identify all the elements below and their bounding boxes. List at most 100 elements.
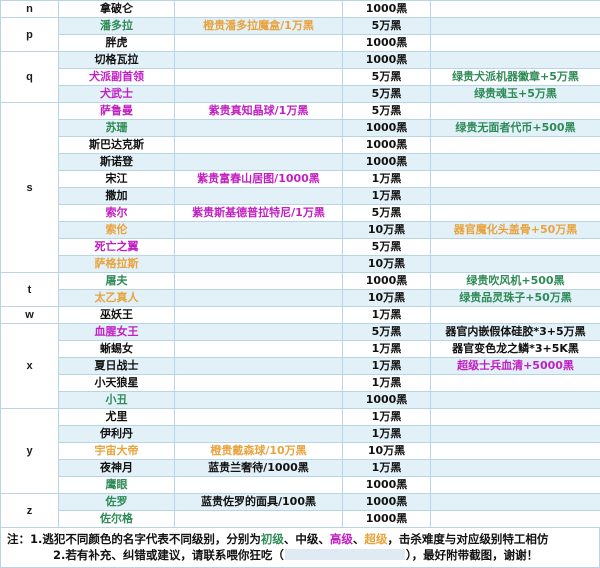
extra-reward-cell — [431, 443, 600, 460]
extra-reward-cell — [431, 188, 600, 205]
extra-reward-cell — [431, 307, 600, 324]
bounty-cell: 1000黑 — [343, 120, 431, 137]
table-row: 胖虎 1000黑 — [1, 35, 600, 52]
bounty-cell: 5万黑 — [343, 239, 431, 256]
extra-reward-cell — [431, 18, 600, 35]
extra-reward-cell — [431, 392, 600, 409]
bounty-cell: 1000黑 — [343, 273, 431, 290]
bounty-cell: 1000黑 — [343, 154, 431, 171]
drop-item-cell — [175, 86, 343, 103]
drop-item-cell — [175, 273, 343, 290]
drop-item-cell — [175, 1, 343, 18]
extra-reward-cell — [431, 511, 600, 528]
note-line-2: 2.若有补充、纠错或建议，请联系喂你狂吃（），最好附带截图，谢谢！ — [7, 547, 593, 563]
drop-item-cell — [175, 154, 343, 171]
table-row: 斯巴达克斯 1000黑 — [1, 137, 600, 154]
fugitive-name-cell: 苏珊 — [59, 120, 175, 137]
drop-item-cell — [175, 392, 343, 409]
fugitive-name-cell: 胖虎 — [59, 35, 175, 52]
drop-item-cell — [175, 324, 343, 341]
bounty-cell: 1000黑 — [343, 137, 431, 154]
bounty-cell: 1万黑 — [343, 358, 431, 375]
bounty-cell: 1万黑 — [343, 375, 431, 392]
drop-item-cell — [175, 222, 343, 239]
extra-reward-cell — [431, 494, 600, 511]
fugitive-name-cell: 斯诺登 — [59, 154, 175, 171]
fugitive-name-cell: 血腥女王 — [59, 324, 175, 341]
bounty-cell: 1000黑 — [343, 477, 431, 494]
drop-item-cell — [175, 409, 343, 426]
bounty-cell: 10万黑 — [343, 443, 431, 460]
bounty-cell: 5万黑 — [343, 69, 431, 86]
fugitive-name-cell: 尤里 — [59, 409, 175, 426]
drop-item-cell — [175, 307, 343, 324]
bounty-cell: 5万黑 — [343, 86, 431, 103]
fugitive-name-cell: 宇宙大帝 — [59, 443, 175, 460]
fugitive-name-cell: 犬派副首领 — [59, 69, 175, 86]
fugitive-name-cell: 切格瓦拉 — [59, 52, 175, 69]
letter-group-cell: s — [1, 103, 59, 273]
fugitive-name-cell: 萨格拉斯 — [59, 256, 175, 273]
bounty-cell: 1000黑 — [343, 35, 431, 52]
table-row: 苏珊 1000黑绿贵无面者代币+500黑 — [1, 120, 600, 137]
letter-group-cell: n — [1, 1, 59, 18]
tier-label-advanced: 高级 — [330, 532, 353, 546]
drop-item-cell: 橙贵戴森球/10万黑 — [175, 443, 343, 460]
fugitive-name-cell: 小天狼星 — [59, 375, 175, 392]
drop-item-cell — [175, 290, 343, 307]
fugitive-name-cell: 佐罗 — [59, 494, 175, 511]
drop-item-cell: 蓝贵佐罗的面具/100黑 — [175, 494, 343, 511]
bounty-cell: 1万黑 — [343, 171, 431, 188]
fugitive-name-cell: 伊利丹 — [59, 426, 175, 443]
fugitive-name-cell: 屠夫 — [59, 273, 175, 290]
bounty-cell: 5万黑 — [343, 103, 431, 120]
extra-reward-cell: 器官内嵌假体硅胶*3+5万黑 — [431, 324, 600, 341]
drop-item-cell: 紫贵斯基德普拉特尼/1万黑 — [175, 205, 343, 222]
table-row: 斯诺登 1000黑 — [1, 154, 600, 171]
extra-reward-cell: 绿贵魂玉+5万黑 — [431, 86, 600, 103]
fugitive-name-cell: 拿破仑 — [59, 1, 175, 18]
note-sep-2: 、 — [318, 532, 330, 546]
bounty-cell: 1000黑 — [343, 1, 431, 18]
note-1-prefix: 注：1.逃犯不同颜色的名字代表不同级别，分别为 — [7, 532, 261, 546]
bounty-cell: 1000黑 — [343, 52, 431, 69]
fugitive-name-cell: 撒加 — [59, 188, 175, 205]
drop-item-cell — [175, 52, 343, 69]
extra-reward-cell: 绿贵无面者代币+500黑 — [431, 120, 600, 137]
bounty-cell: 10万黑 — [343, 256, 431, 273]
fugitive-name-cell: 斯巴达克斯 — [59, 137, 175, 154]
drop-item-cell: 蓝贵兰奢待/1000黑 — [175, 460, 343, 477]
extra-reward-cell: 绿贵犬派机器徽章+5万黑 — [431, 69, 600, 86]
extra-reward-cell — [431, 103, 600, 120]
bounty-cell: 5万黑 — [343, 18, 431, 35]
drop-item-cell: 紫贵富春山居图/1000黑 — [175, 171, 343, 188]
tier-label-primary: 初级 — [261, 532, 284, 546]
redacted-contact-box — [285, 549, 405, 560]
letter-group-cell: x — [1, 324, 59, 409]
drop-item-cell — [175, 188, 343, 205]
table-row: 萨格拉斯 10万黑 — [1, 256, 600, 273]
drop-item-cell — [175, 69, 343, 86]
fugitive-name-cell: 太乙真人 — [59, 290, 175, 307]
note-line-1: 注：1.逃犯不同颜色的名字代表不同级别，分别为初级、中级、高级、超级，击杀难度与… — [7, 531, 593, 547]
extra-reward-cell: 器官魔化头盖骨+50万黑 — [431, 222, 600, 239]
bounty-cell: 10万黑 — [343, 290, 431, 307]
